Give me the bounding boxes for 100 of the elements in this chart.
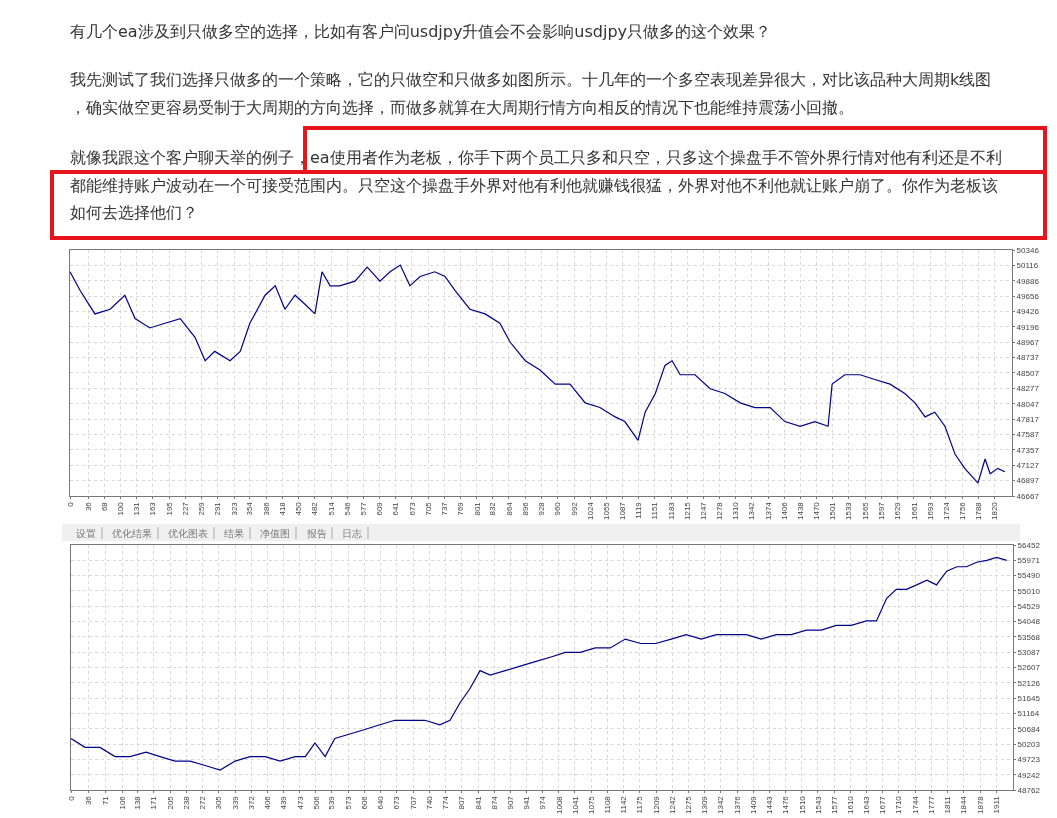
x-tick-label: 0 [66, 795, 76, 801]
x-tick-label: 941 [522, 795, 532, 810]
y-tick-label: 49886 [1016, 276, 1040, 286]
x-tick-label: 1409 [748, 795, 758, 814]
x-tick-label: 1543 [813, 795, 823, 814]
x-tick-label: 546 [343, 501, 353, 516]
x-tick-label: 238 [181, 795, 191, 810]
x-tick-label: 1443 [765, 795, 775, 814]
x-tick-label: 354 [245, 501, 255, 516]
y-tick-label: 48507 [1016, 368, 1040, 378]
x-tick-label: 707 [408, 795, 418, 810]
x-tick-label: 1342 [716, 795, 726, 814]
x-tick-label: 1788 [974, 501, 984, 520]
x-tick-label: 138 [133, 795, 143, 810]
x-tick-label: 1119 [634, 501, 644, 519]
y-tick-label: 49196 [1016, 322, 1040, 332]
x-tick-label: 171 [149, 795, 159, 810]
y-tick-label: 55490 [1017, 571, 1041, 581]
x-tick-label: 673 [392, 795, 402, 810]
x-tick-label: 1376 [732, 795, 742, 814]
y-tick-label: 48762 [1017, 785, 1041, 795]
x-tick-label: 1811 [943, 795, 953, 814]
x-tick-label: 609 [375, 501, 385, 516]
x-tick-label: 305 [214, 795, 224, 810]
x-tick-label: 539 [327, 795, 337, 810]
x-tick-label: 36 [84, 795, 94, 806]
y-tick-label: 49723 [1017, 755, 1041, 765]
x-tick-label: 832 [488, 501, 498, 516]
x-tick-label: 960 [553, 501, 563, 516]
x-tick-label: 1215 [682, 501, 692, 520]
x-tick-label: 291 [213, 501, 223, 516]
x-tick-label: 406 [263, 795, 273, 810]
x-tick-label: 769 [456, 501, 466, 516]
x-tick-label: 272 [198, 795, 208, 810]
text: 报告 [306, 528, 327, 539]
x-tick-label: 1610 [845, 795, 855, 814]
x-tick-label: 907 [505, 795, 515, 810]
x-tick-label: 896 [520, 501, 530, 516]
x-tick-label: 1055 [601, 501, 611, 520]
x-tick-label: 514 [326, 501, 336, 516]
x-tick-label: 992 [569, 501, 579, 516]
x-tick-label: 1724 [941, 501, 951, 520]
x-tick-label: 774 [441, 795, 451, 810]
x-tick-label: 1710 [894, 795, 904, 814]
y-tick-label: 52607 [1017, 663, 1041, 673]
x-tick-label: 482 [310, 501, 320, 516]
y-tick-label: 53087 [1017, 648, 1041, 658]
text: 有几个ea涉及到只做多空的选择，比如有客户问usdjpy升值会不会影响usdjpy只做多的这个效果？ [70, 22, 772, 41]
y-tick-label: 47127 [1016, 461, 1040, 471]
x-tick-label: 1820 [990, 501, 1000, 520]
x-tick-label: 323 [229, 501, 239, 516]
x-tick-label: 1661 [909, 501, 919, 520]
x-tick-label: 1406 [779, 501, 789, 520]
text: 设置 [76, 528, 96, 539]
y-tick-label: 50684 [1017, 724, 1041, 734]
y-tick-label: 52126 [1017, 678, 1041, 688]
y-tick-label: 50203 [1017, 739, 1041, 749]
x-tick-label: 1501 [828, 501, 838, 520]
x-tick-label: 473 [295, 795, 305, 810]
x-tick-label: 450 [294, 501, 304, 516]
text: 结果 [224, 528, 244, 539]
y-tick-label: 54529 [1017, 602, 1041, 612]
x-tick-label: 386 [261, 501, 271, 516]
x-tick-label: 195 [164, 501, 174, 516]
y-tick-label: 47587 [1016, 430, 1040, 440]
x-tick-label: 1278 [714, 501, 724, 520]
x-tick-label: 1008 [554, 795, 564, 814]
x-tick-label: 1247 [699, 501, 709, 520]
y-tick-label: 54048 [1017, 617, 1041, 627]
x-tick-label: 841 [473, 795, 483, 810]
x-tick-label: 1310 [731, 501, 741, 520]
x-tick-label: 100 [116, 501, 126, 516]
x-tick-label: 205 [165, 795, 175, 810]
x-tick-label: 1577 [829, 795, 839, 814]
x-tick-label: 1756 [957, 501, 967, 520]
x-tick-label: 705 [423, 501, 433, 516]
y-tick-label: 51645 [1017, 693, 1041, 703]
y-tick-label: 50346 [1016, 245, 1040, 255]
x-tick-label: 1643 [861, 795, 871, 814]
x-tick-label: 577 [358, 501, 368, 516]
x-tick-label: 1087 [617, 501, 627, 520]
y-tick-label: 49426 [1016, 307, 1040, 317]
y-tick-label: 48737 [1016, 353, 1040, 363]
y-tick-label: 49656 [1016, 291, 1040, 301]
x-tick-label: 1175 [635, 795, 645, 814]
x-tick-label: 71 [100, 795, 110, 806]
x-tick-label: 1470 [812, 501, 822, 520]
y-tick-label: 47817 [1016, 414, 1040, 424]
x-tick-label: 418 [277, 501, 287, 516]
y-tick-label: 46897 [1016, 476, 1040, 486]
x-tick-label: 1677 [878, 795, 888, 814]
x-tick-label: 1108 [602, 795, 612, 814]
text: 优化图表 [168, 528, 208, 539]
text: 我先测试了我们选择只做多的一个策略，它的只做空和只做多如图所示。十几年的一个多空表现差异很大，对比该品种大周期k线图，确实做空更容易受制于大周期的方向选择，而做多就算在大周期行情方向相反的情况下也能维持震荡小回撤。 [70, 70, 992, 117]
x-tick-label: 1744 [910, 795, 920, 814]
x-tick-label: 1438 [796, 501, 806, 520]
x-tick-label: 874 [489, 795, 499, 810]
x-tick-label: 1476 [781, 795, 791, 814]
x-tick-label: 1151 [650, 501, 660, 520]
x-tick-label: 1693 [925, 501, 935, 520]
